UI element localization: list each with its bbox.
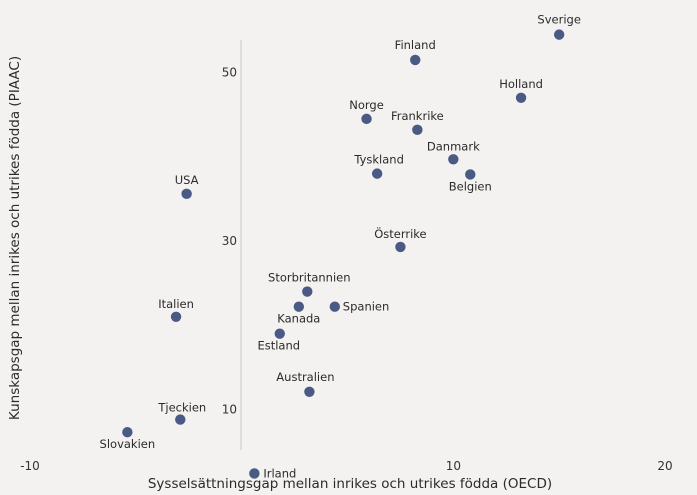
data-point [170, 311, 182, 323]
x-tick-label: 10 [446, 459, 461, 473]
point-label: Italien [158, 297, 194, 311]
point-label: Estland [257, 339, 300, 353]
data-point [361, 113, 372, 125]
point-label: Sverige [537, 13, 580, 27]
point-label: Finland [395, 38, 436, 52]
x-tick-label: -10 [20, 459, 40, 473]
data-point [448, 154, 459, 165]
point-label: Storbritannien [268, 271, 351, 285]
data-point [371, 168, 383, 179]
point-label: Belgien [449, 179, 492, 193]
point-label: USA [175, 173, 199, 187]
data-point [553, 29, 565, 40]
data-point [515, 92, 527, 104]
point-label: Slovakien [100, 437, 156, 451]
data-point [465, 169, 476, 180]
data-point [122, 427, 133, 438]
data-point [175, 414, 186, 425]
point-label: Tjeckien [157, 401, 206, 415]
point-label: Holland [499, 77, 543, 91]
point-label: Frankrike [391, 109, 444, 123]
y-axis-label: Kunskapsgap mellan inrikes och utrikes f… [7, 56, 23, 420]
y-tick-label: 50 [222, 66, 237, 80]
data-point [329, 301, 340, 312]
data-point [302, 286, 313, 297]
point-label: Tyskland [353, 153, 404, 167]
point-label: Danmark [427, 139, 480, 153]
data-point [304, 386, 315, 397]
point-label: Österrike [374, 225, 426, 241]
data-point [395, 241, 406, 253]
data-point [249, 468, 260, 479]
point-label: Kanada [277, 312, 320, 326]
point-label: Australien [276, 370, 334, 384]
point-label: Norge [349, 98, 384, 112]
x-tick-label: 20 [657, 459, 672, 473]
x-axis-label: Sysselsättningsgap mellan inrikes och ut… [148, 476, 552, 492]
point-label: Spanien [343, 300, 390, 314]
point-label: Irland [263, 466, 296, 480]
y-tick-label: 10 [222, 402, 237, 416]
data-point [293, 301, 305, 312]
y-tick-label: 30 [222, 234, 237, 248]
data-point [412, 124, 423, 136]
data-point [410, 54, 421, 66]
data-point [181, 188, 192, 200]
data-point [274, 328, 285, 339]
